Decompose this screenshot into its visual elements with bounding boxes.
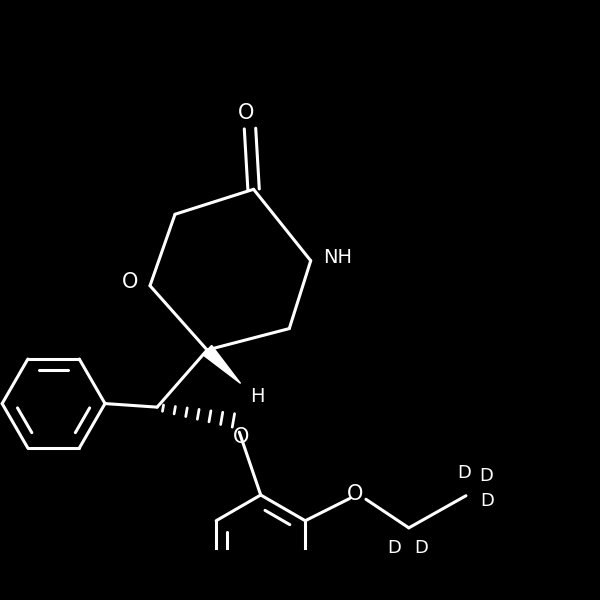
Text: NH: NH: [323, 248, 352, 266]
Text: O: O: [233, 427, 250, 447]
Text: D: D: [388, 539, 401, 557]
Text: O: O: [238, 103, 254, 123]
Text: H: H: [250, 387, 265, 406]
Text: D: D: [479, 467, 493, 485]
Text: D: D: [458, 464, 472, 482]
Text: O: O: [122, 272, 138, 292]
Text: D: D: [415, 539, 428, 557]
Text: D: D: [481, 493, 494, 511]
Polygon shape: [203, 346, 241, 383]
Text: O: O: [347, 484, 364, 503]
